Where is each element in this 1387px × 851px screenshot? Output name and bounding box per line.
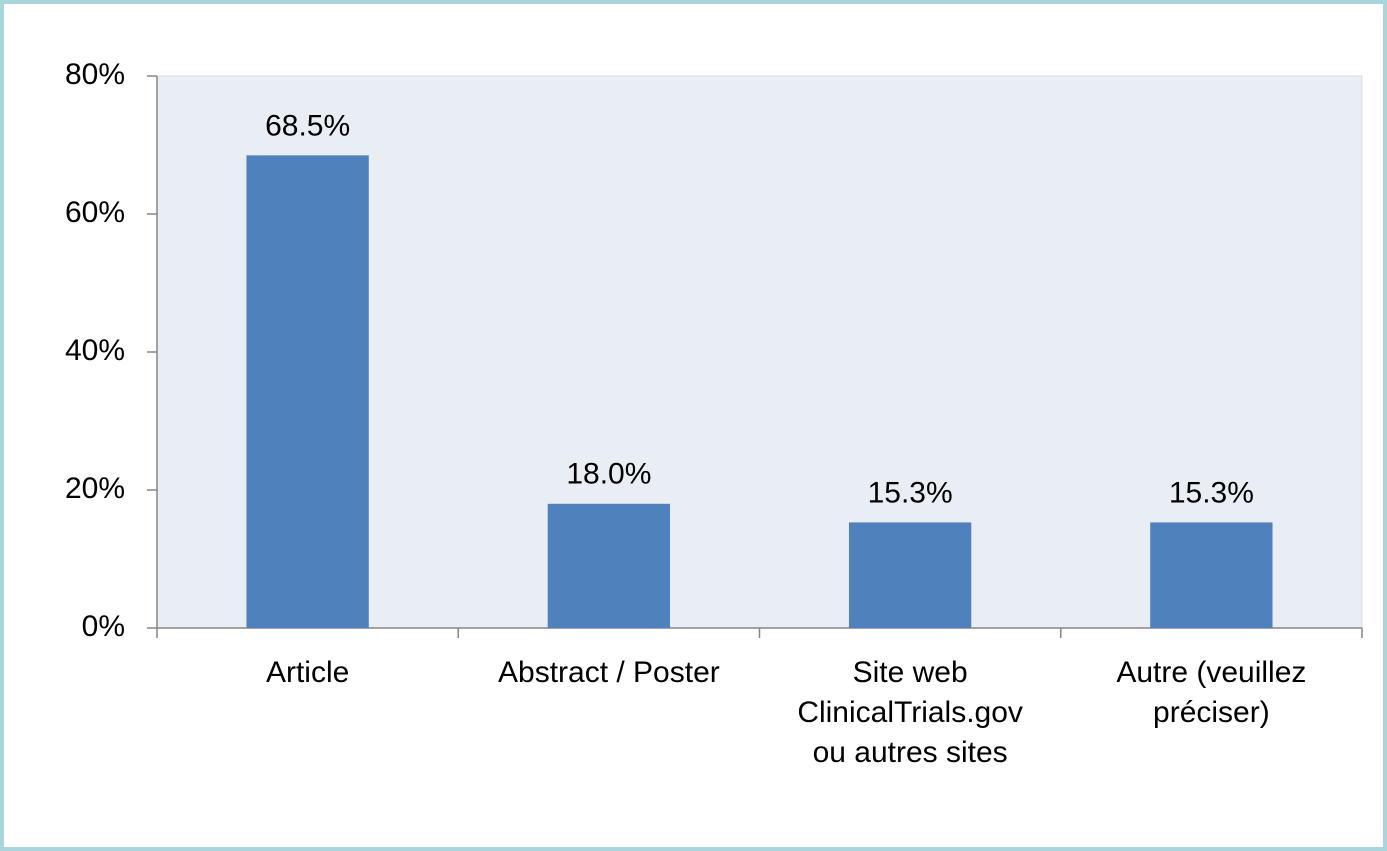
y-tick-label: 80%: [65, 58, 125, 91]
x-tick-label: Abstract / Poster: [498, 656, 720, 689]
x-tick-label: Autre (veuillez préciser): [1116, 656, 1306, 729]
value-label: 15.3%: [1169, 476, 1254, 509]
bar: [848, 522, 972, 628]
value-label: 15.3%: [868, 476, 953, 509]
value-label: 68.5%: [265, 109, 350, 142]
y-tick-label: 20%: [65, 472, 125, 505]
y-tick-label: 40%: [65, 334, 125, 367]
y-tick-label: 60%: [65, 196, 125, 229]
bar: [1150, 522, 1273, 628]
bar: [246, 155, 369, 628]
bar: [547, 503, 671, 628]
x-tick-label: Article: [266, 656, 349, 689]
value-label: 18.0%: [566, 458, 651, 491]
y-tick-label: 0%: [82, 610, 125, 643]
x-tick-label: Site web ClinicalTrials.gov ou autres site…: [797, 656, 1023, 769]
